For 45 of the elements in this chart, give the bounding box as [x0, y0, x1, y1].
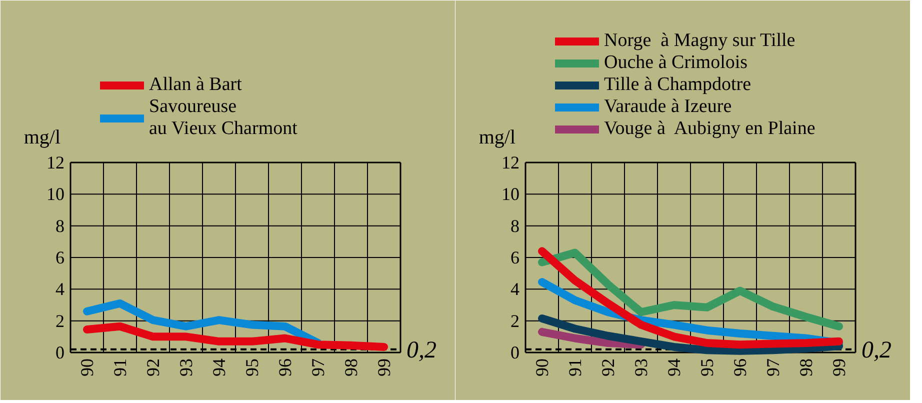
x-tick-label: 92 — [598, 358, 618, 376]
y-tick-label: 10 — [502, 184, 520, 204]
legend-label: Ouche à Crimolois — [604, 52, 748, 74]
y-tick-label: 12 — [46, 152, 64, 172]
y-tick-label: 12 — [502, 152, 520, 172]
y-tick-label: 10 — [46, 184, 64, 204]
y-tick-label: 6 — [510, 248, 520, 268]
x-tick-label: 94 — [664, 358, 684, 376]
legend-label: Savoureuse au Vieux Charmont — [149, 96, 298, 140]
ref-line-label: 0,2 — [406, 337, 436, 364]
x-tick-label: 96 — [730, 358, 750, 376]
x-tick-label: 98 — [341, 358, 361, 376]
x-tick-label: 90 — [77, 358, 97, 376]
x-tick-label: 99 — [829, 358, 849, 376]
x-tick-label: 91 — [565, 358, 585, 376]
x-tick-label: 96 — [275, 358, 295, 376]
x-tick-label: 91 — [110, 358, 130, 376]
legend-label: Varaude à Izeure — [604, 96, 732, 118]
x-tick-label: 94 — [209, 358, 229, 376]
y-tick-label: 0 — [56, 342, 64, 362]
y-tick-label: 2 — [56, 310, 64, 331]
y-tick-label: 8 — [56, 216, 64, 236]
y-tick-label: 4 — [56, 279, 64, 300]
y-tick-label: 2 — [510, 310, 520, 331]
y-tick-label: 4 — [510, 279, 520, 300]
x-tick-label: 97 — [308, 358, 328, 376]
legend-label: Vouge à Aubigny en Plaine — [604, 118, 816, 140]
legend-label: Tille à Champdotre — [604, 74, 752, 96]
y-tick-label: 6 — [56, 248, 64, 268]
x-tick-label: 97 — [763, 358, 783, 376]
y-tick-label: 0 — [510, 342, 520, 362]
ref-line-label: 0,2 — [862, 337, 892, 364]
x-tick-label: 93 — [631, 358, 651, 376]
x-tick-label: 95 — [697, 358, 717, 376]
legend-label: Allan à Bart — [149, 74, 242, 96]
y-axis-title: mg/l — [24, 126, 61, 148]
x-tick-label: 93 — [176, 358, 196, 376]
y-axis-title: mg/l — [478, 126, 516, 148]
x-tick-label: 92 — [143, 358, 163, 376]
x-tick-label: 95 — [242, 358, 262, 376]
x-tick-label: 99 — [374, 358, 394, 376]
x-tick-label: 90 — [532, 358, 552, 376]
legend-label: Norge à Magny sur Tille — [604, 30, 796, 52]
y-tick-label: 8 — [510, 216, 520, 236]
x-tick-label: 98 — [796, 358, 816, 376]
